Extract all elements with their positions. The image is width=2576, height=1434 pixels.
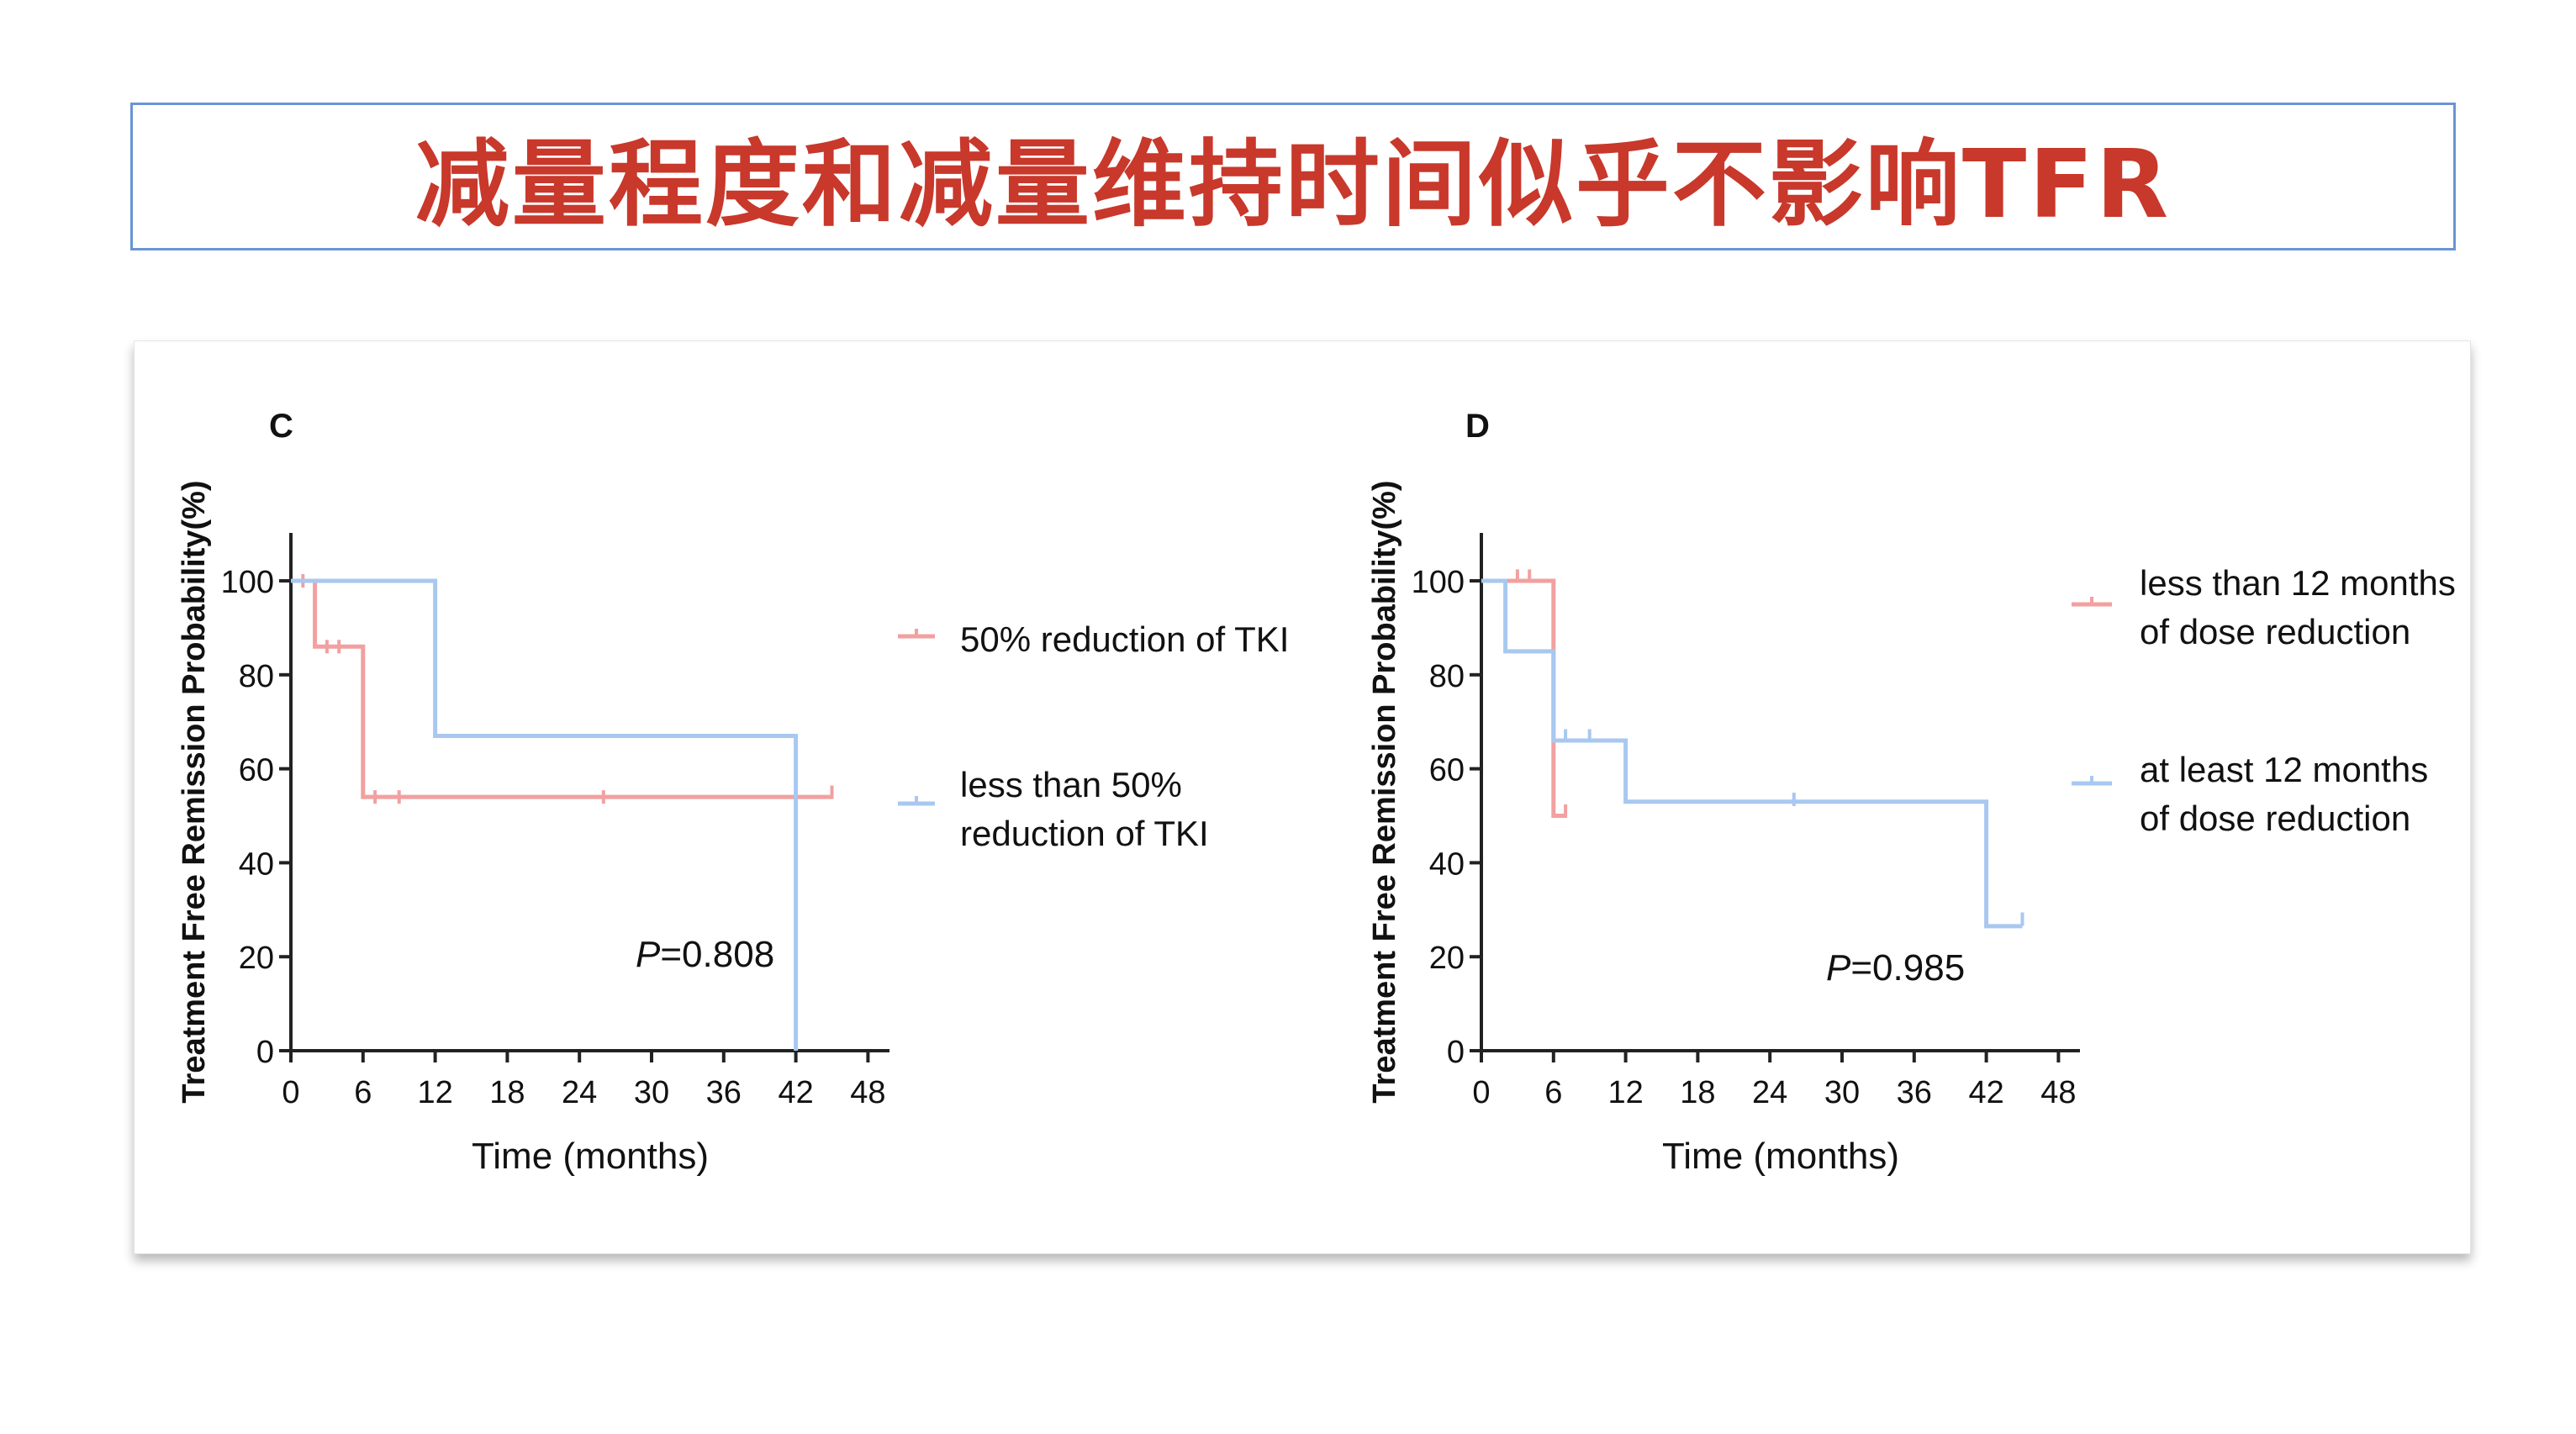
legend-label: less than 50%: [960, 765, 1182, 804]
legend-label: of dose reduction: [2140, 799, 2410, 838]
series-line-1: [291, 578, 832, 799]
panel-label: C: [269, 408, 293, 445]
y-tick-label: 40: [1429, 846, 1465, 882]
series-line-2: [1481, 578, 2023, 929]
legend-label: of dose reduction: [2140, 612, 2410, 651]
title-box: 减量程度和减量维持时间似乎不影响TFR: [130, 103, 2456, 250]
x-tick-label: 36: [1897, 1075, 1932, 1110]
y-tick-label: 60: [1429, 753, 1465, 788]
p-value-symbol: P: [636, 934, 661, 975]
x-tick-label: 48: [850, 1075, 885, 1110]
y-tick-label: 100: [221, 565, 274, 600]
x-tick-label: 24: [1752, 1075, 1787, 1110]
x-tick-label: 6: [1544, 1075, 1562, 1110]
series-line-2: [291, 578, 799, 1051]
x-tick-label: 18: [489, 1075, 525, 1110]
x-tick-label: 30: [1824, 1075, 1860, 1110]
chart-d: D Treatment Free Remission Probability(%)…: [1367, 408, 2456, 1177]
panel-label: D: [1465, 408, 1490, 445]
p-value-symbol: P: [1826, 947, 1851, 989]
y-tick-label: 60: [239, 753, 274, 788]
x-tick-label: 24: [562, 1075, 597, 1110]
chart-c: C Treatment Free Remission Probability(%)…: [177, 408, 1289, 1177]
legend-label: at least 12 months: [2140, 750, 2428, 789]
x-tick-label: 42: [778, 1075, 813, 1110]
x-tick-label: 18: [1680, 1075, 1715, 1110]
y-tick-label: 20: [1429, 941, 1465, 976]
y-tick-label: 40: [239, 846, 274, 882]
y-tick-label: 0: [1447, 1035, 1465, 1070]
legend-label: 50% reduction of TKI: [960, 619, 1289, 659]
x-tick-label: 0: [1472, 1075, 1490, 1110]
x-tick-label: 12: [417, 1075, 452, 1110]
y-tick-label: 100: [1412, 565, 1465, 600]
x-tick-label: 6: [354, 1075, 372, 1110]
x-tick-label: 36: [706, 1075, 742, 1110]
p-value-annotation: P=0.808: [636, 934, 774, 975]
x-tick-label: 12: [1607, 1075, 1643, 1110]
x-tick-label: 48: [2040, 1075, 2076, 1110]
p-value-annotation: P=0.985: [1826, 947, 1965, 989]
p-value-number: =0.808: [660, 934, 774, 975]
legend-label: reduction of TKI: [960, 814, 1209, 853]
x-tick-label: 30: [634, 1075, 669, 1110]
x-tick-label: 0: [282, 1075, 299, 1110]
y-axis-label: Treatment Free Remission Probability(%): [1367, 480, 1402, 1103]
x-tick-label: 42: [1968, 1075, 2003, 1110]
x-axis-label: Time (months): [472, 1136, 709, 1177]
y-tick-label: 80: [1429, 659, 1465, 694]
legend-label: less than 12 months: [2140, 563, 2456, 603]
x-axis-label: Time (months): [1662, 1136, 1899, 1177]
p-value-number: =0.985: [1850, 947, 1965, 989]
y-tick-label: 0: [256, 1035, 274, 1070]
y-tick-label: 20: [239, 941, 274, 976]
y-tick-label: 80: [239, 659, 274, 694]
y-axis-label: Treatment Free Remission Probability(%): [177, 480, 212, 1103]
page-title: 减量程度和减量维持时间似乎不影响TFR: [414, 130, 2172, 240]
